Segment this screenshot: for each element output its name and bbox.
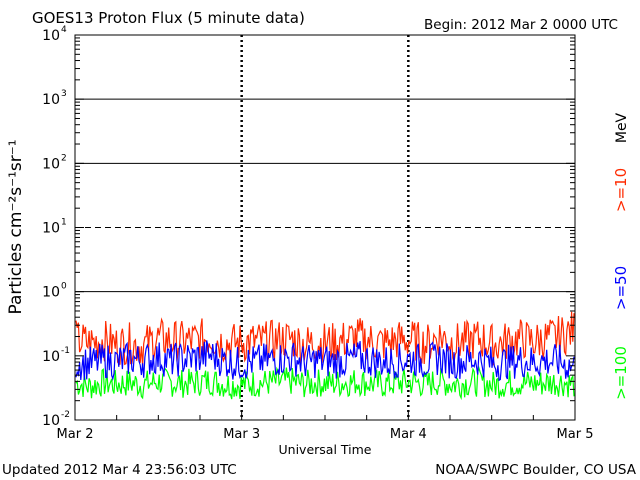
x-tick-label: Mar 3	[223, 427, 260, 442]
y-tick-label: 10	[42, 92, 60, 108]
x-tick-label: Mar 2	[57, 427, 94, 442]
x-axis-ticks: Mar 2 Mar 3 Mar 4 Mar 5	[57, 410, 594, 442]
series-line-ge100	[75, 365, 575, 401]
y-tick-label: 10	[42, 285, 60, 301]
series-line-ge10	[75, 311, 575, 367]
y-tick-label: 10	[42, 221, 60, 237]
y-axis-label: Particles cm⁻²s⁻¹sr⁻¹	[6, 139, 26, 314]
series-line-ge50	[75, 340, 575, 382]
y-axis-label-group: Particles cm⁻²s⁻¹sr⁻¹	[6, 139, 26, 314]
x-tick-label: Mar 5	[557, 427, 594, 442]
threshold-lines	[75, 98, 575, 293]
legend-item: >=50	[612, 266, 630, 310]
legend-item: >=10	[612, 168, 630, 212]
legend-item: >=100	[612, 346, 630, 400]
chart-title: GOES13 Proton Flux (5 minute data)	[32, 9, 305, 27]
y-tick-label: 10	[42, 349, 60, 365]
x-tick-label: Mar 4	[390, 427, 427, 442]
updated-timestamp: Updated 2012 Mar 4 23:56:03 UTC	[2, 462, 237, 478]
begin-time-label: Begin: 2012 Mar 2 0000 UTC	[424, 17, 618, 33]
y-tick-exponent: -2	[61, 410, 70, 420]
y-tick-label: 10	[42, 413, 60, 429]
data-series	[75, 311, 575, 401]
y-tick-exponent: 1	[61, 218, 67, 228]
y-tick-exponent: 2	[61, 153, 67, 163]
y-tick-exponent: -1	[61, 346, 70, 356]
y-tick-label: 10	[42, 28, 60, 44]
y-tick-label: 10	[42, 156, 60, 172]
y-tick-exponent: 3	[61, 89, 67, 99]
legend-units-label: MeV	[614, 112, 630, 143]
legend: MeV >=10 >=50 >=100	[612, 112, 630, 399]
y-tick-exponent: 0	[61, 282, 67, 292]
x-axis-label: Universal Time	[279, 442, 372, 457]
credit-label: NOAA/SWPC Boulder, CO USA	[435, 462, 637, 478]
y-tick-exponent: 4	[61, 25, 67, 35]
